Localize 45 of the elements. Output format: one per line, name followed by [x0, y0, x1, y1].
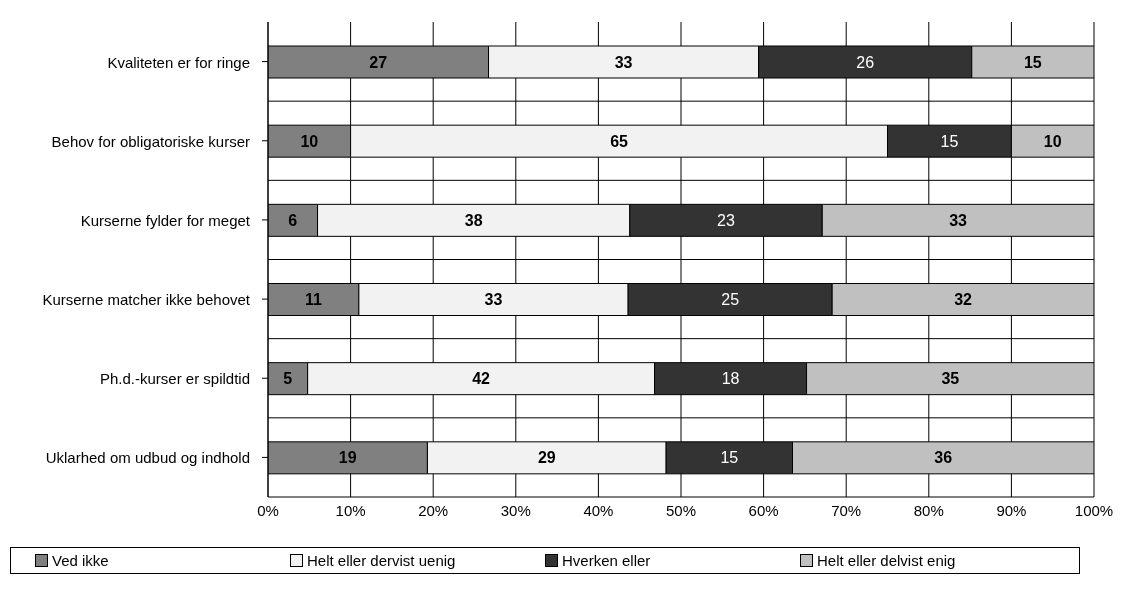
- data-label: 33: [949, 211, 968, 229]
- x-tick-label: 100%: [1074, 501, 1114, 519]
- data-label: 15: [720, 449, 739, 467]
- legend-label: Hverken eller: [561, 552, 652, 569]
- data-label: 15: [940, 132, 959, 150]
- legend-label: Helt eller dervist uenig: [306, 552, 457, 569]
- y-tick-label: Kurserne fylder for meget: [80, 211, 251, 229]
- x-tick-label: 40%: [583, 501, 614, 519]
- data-label: 33: [614, 53, 633, 71]
- data-label: 25: [721, 291, 740, 308]
- data-label: 32: [954, 291, 973, 308]
- y-tick-label: Ph.d.-kurser er spildtid: [99, 369, 250, 387]
- data-label: 15: [1023, 53, 1042, 71]
- x-tick-label: 90%: [996, 501, 1027, 519]
- y-tick-label: Behov for obligatoriske kurser: [51, 132, 250, 150]
- x-tick-label: 60%: [748, 501, 779, 519]
- data-label: 35: [941, 370, 960, 388]
- data-label: 5: [283, 370, 293, 388]
- x-tick-label: 10%: [335, 501, 366, 519]
- x-tick-label: 80%: [913, 501, 944, 519]
- data-label: 10: [300, 132, 319, 150]
- y-tick-label: Uklarhed om udbud og indhold: [45, 448, 250, 466]
- data-label: 42: [472, 370, 491, 388]
- data-label: 10: [1043, 132, 1062, 150]
- data-label: 36: [934, 449, 953, 467]
- x-tick-label: 0%: [257, 501, 279, 519]
- data-label: 26: [856, 53, 875, 71]
- data-label: 29: [537, 449, 556, 467]
- data-label: 38: [464, 211, 483, 229]
- data-label: 65: [610, 132, 629, 150]
- data-label: 33: [484, 291, 503, 308]
- x-tick-label: 30%: [500, 501, 531, 519]
- data-label: 23: [717, 211, 736, 229]
- data-label: 11: [304, 291, 322, 308]
- x-tick-label: 20%: [418, 501, 449, 519]
- x-tick-label: 50%: [665, 501, 697, 519]
- x-tick-label: 70%: [831, 501, 862, 519]
- data-label: 18: [721, 370, 740, 388]
- legend-label: Ved ikke: [51, 552, 110, 569]
- y-tick-label: Kvaliteten er for ringe: [107, 53, 250, 71]
- data-label: 6: [288, 211, 298, 229]
- data-label: 27: [369, 53, 388, 71]
- legend-label: Helt eller delvist enig: [816, 552, 957, 569]
- y-tick-label: Kurserne matcher ikke behovet: [42, 290, 251, 308]
- data-label: 19: [338, 449, 357, 467]
